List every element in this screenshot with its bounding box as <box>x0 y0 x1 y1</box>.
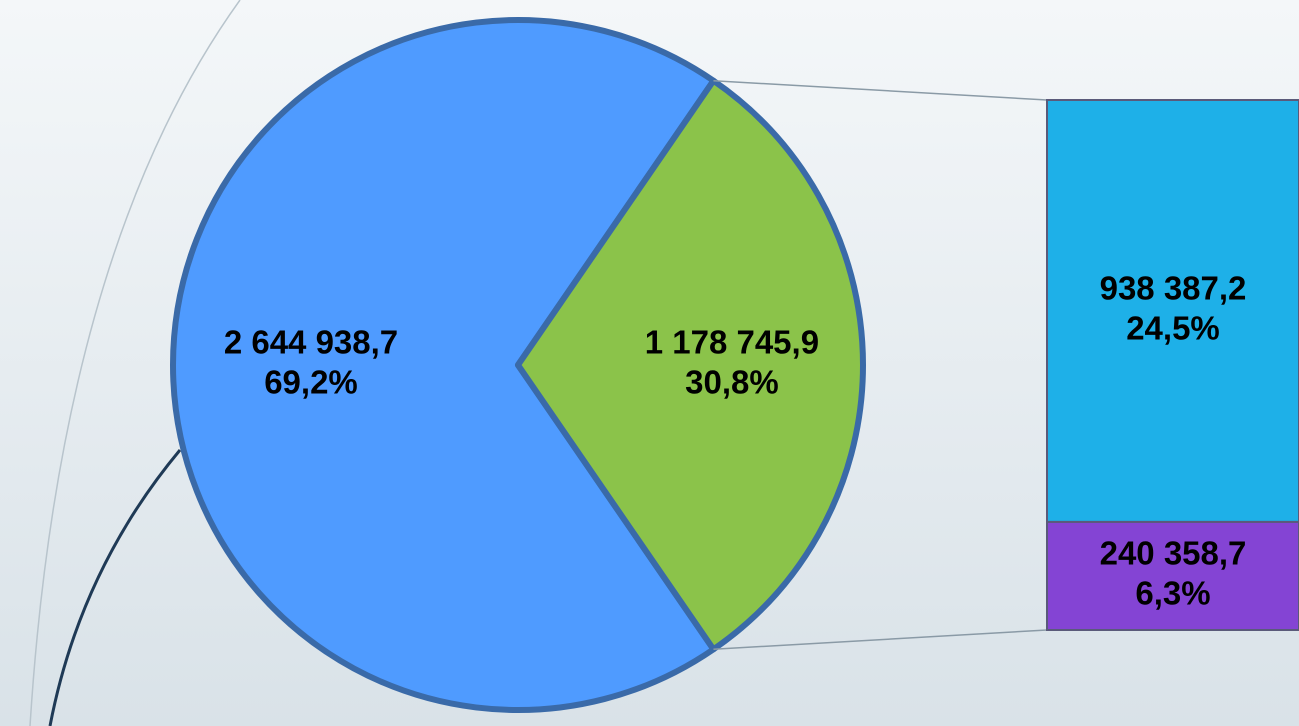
data-label: 30,8% <box>685 364 779 401</box>
data-label: 1 178 745,9 <box>645 324 819 361</box>
bar-segment <box>1046 99 1299 523</box>
plot: 2 644 938,769,2% 1 178 745,930,8% 938 387,… <box>170 17 1299 713</box>
data-label: 240 358,7 <box>1100 535 1247 572</box>
pie-slice <box>515 77 866 653</box>
bar-segment <box>1046 520 1299 632</box>
pie-slice <box>170 17 717 713</box>
connector <box>713 79 1048 101</box>
data-label: 69,2% <box>264 364 358 401</box>
decor-arc <box>29 0 241 726</box>
decor-arc <box>48 449 182 726</box>
connector <box>713 629 1048 651</box>
data-label: 2 644 938,7 <box>224 324 398 361</box>
data-label: 24,5% <box>1126 310 1220 347</box>
data-label: 938 387,2 <box>1100 270 1247 307</box>
data-label: 6,3% <box>1135 575 1210 612</box>
